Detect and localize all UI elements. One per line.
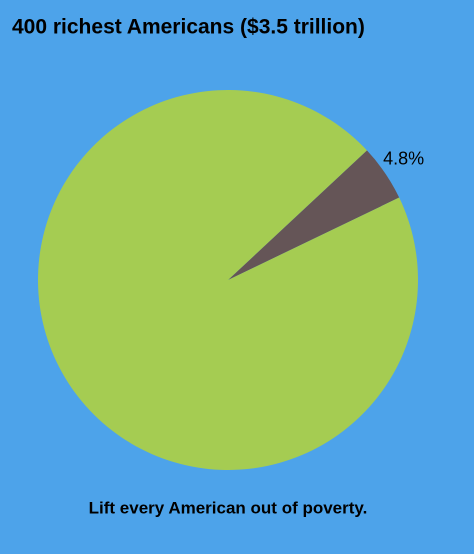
chart-title: 400 richest Americans ($3.5 trillion): [12, 16, 365, 39]
chart-caption: Lift every American out of poverty.: [89, 498, 368, 517]
pie-slice: [38, 90, 419, 471]
value-label: 4.8%: [383, 149, 424, 169]
pie-slice: [228, 150, 400, 280]
